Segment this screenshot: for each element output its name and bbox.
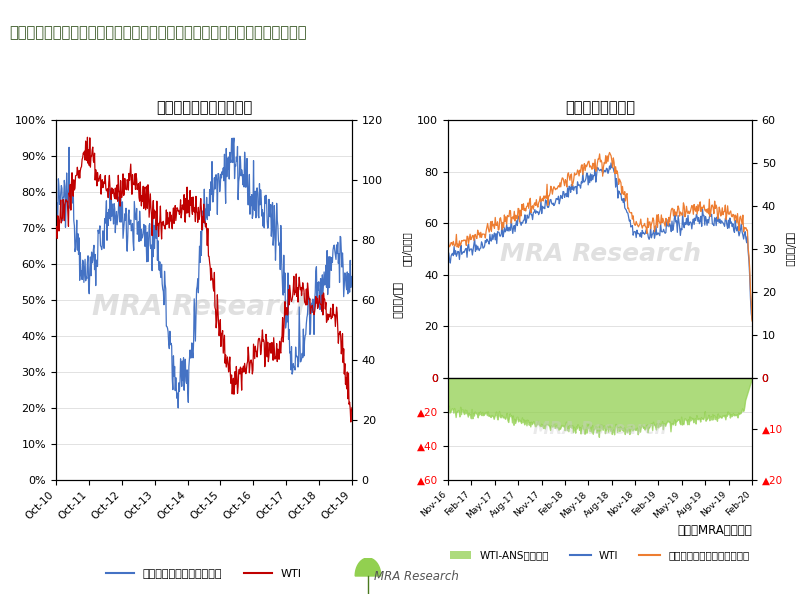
Text: クッシングは保管スペースが枯渇か～その他油種も米全土でマイナス価格に: クッシングは保管スペースが枯渇か～その他油種も米全土でマイナス価格に	[10, 25, 307, 40]
Y-axis label: ドル/バレル: ドル/バレル	[786, 232, 795, 266]
Polygon shape	[355, 558, 381, 576]
Y-axis label: ドル/バレル: ドル/バレル	[402, 232, 412, 266]
Title: クッシングタンク使用率: クッシングタンク使用率	[156, 100, 252, 115]
Legend: WTI-ANS（右軸）, WTI, アラスカ・ノース・スロープ: WTI-ANS（右軸）, WTI, アラスカ・ノース・スロープ	[446, 547, 754, 565]
Text: 出所：MRAリサーチ: 出所：MRAリサーチ	[678, 524, 752, 538]
Title: 油種間スプレッド: 油種間スプレッド	[565, 100, 635, 115]
Legend: タンク使用率（右目盛り）, WTI: タンク使用率（右目盛り）, WTI	[102, 565, 306, 584]
Text: MRA Research: MRA Research	[534, 420, 666, 438]
Text: MRA Research: MRA Research	[499, 242, 701, 266]
Text: MRA Research: MRA Research	[374, 569, 458, 583]
Y-axis label: ドル/バレル: ドル/バレル	[392, 281, 402, 319]
Text: MRA Research: MRA Research	[93, 293, 315, 321]
